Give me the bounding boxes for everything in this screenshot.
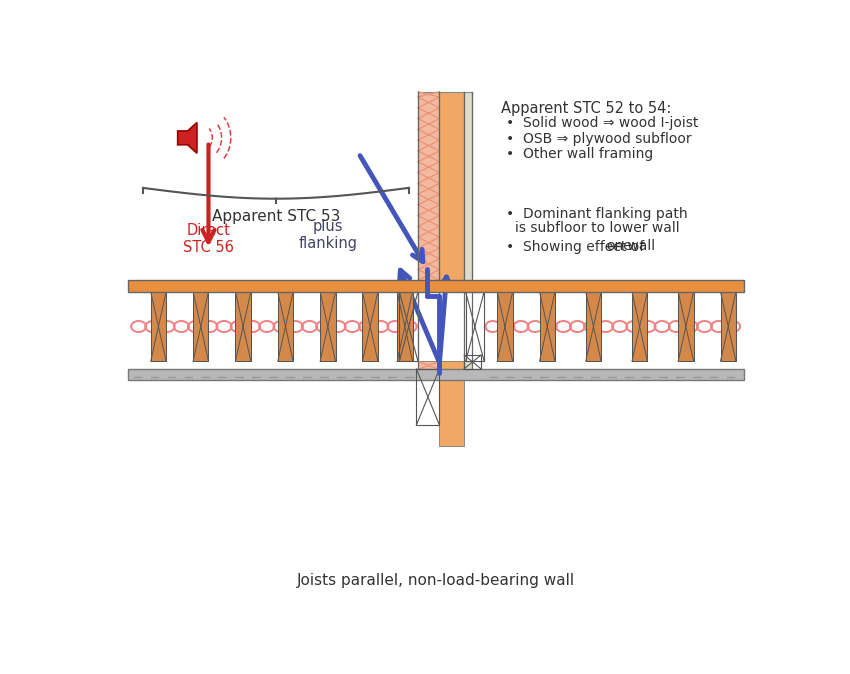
Polygon shape (418, 361, 439, 380)
Polygon shape (235, 292, 251, 361)
Polygon shape (418, 92, 439, 280)
Polygon shape (178, 123, 197, 153)
Text: is subfloor to lower wall: is subfloor to lower wall (515, 221, 679, 235)
Polygon shape (586, 292, 601, 361)
Text: Apparent STC 52 to 54:: Apparent STC 52 to 54: (501, 101, 672, 116)
Polygon shape (128, 280, 744, 292)
Polygon shape (150, 292, 166, 361)
Text: Joists parallel, non-load-bearing wall: Joists parallel, non-load-bearing wall (297, 572, 575, 588)
Polygon shape (632, 292, 648, 361)
Polygon shape (678, 292, 694, 361)
Polygon shape (278, 292, 293, 361)
Polygon shape (464, 92, 472, 280)
Polygon shape (128, 369, 744, 380)
Text: one: one (606, 239, 632, 253)
Text: wall: wall (623, 239, 654, 253)
Polygon shape (439, 92, 464, 280)
Polygon shape (439, 361, 464, 380)
Text: •  Showing effect of: • Showing effect of (506, 239, 649, 253)
Polygon shape (721, 292, 736, 361)
Text: Apparent STC 53: Apparent STC 53 (212, 209, 340, 224)
Text: plus
flanking: plus flanking (298, 218, 357, 251)
Polygon shape (362, 292, 378, 361)
Text: •  Solid wood ⇒ wood I-joist: • Solid wood ⇒ wood I-joist (506, 117, 698, 130)
Polygon shape (397, 292, 412, 361)
Polygon shape (320, 292, 336, 361)
Text: •  OSB ⇒ plywood subfloor: • OSB ⇒ plywood subfloor (506, 131, 691, 146)
Text: Direct
STC 56: Direct STC 56 (183, 222, 234, 255)
Polygon shape (497, 292, 513, 361)
Polygon shape (193, 292, 208, 361)
Polygon shape (464, 361, 472, 380)
Text: •  Other wall framing: • Other wall framing (506, 147, 653, 161)
Polygon shape (540, 292, 555, 361)
Polygon shape (439, 380, 464, 446)
Text: •  Dominant flanking path: • Dominant flanking path (506, 207, 688, 221)
